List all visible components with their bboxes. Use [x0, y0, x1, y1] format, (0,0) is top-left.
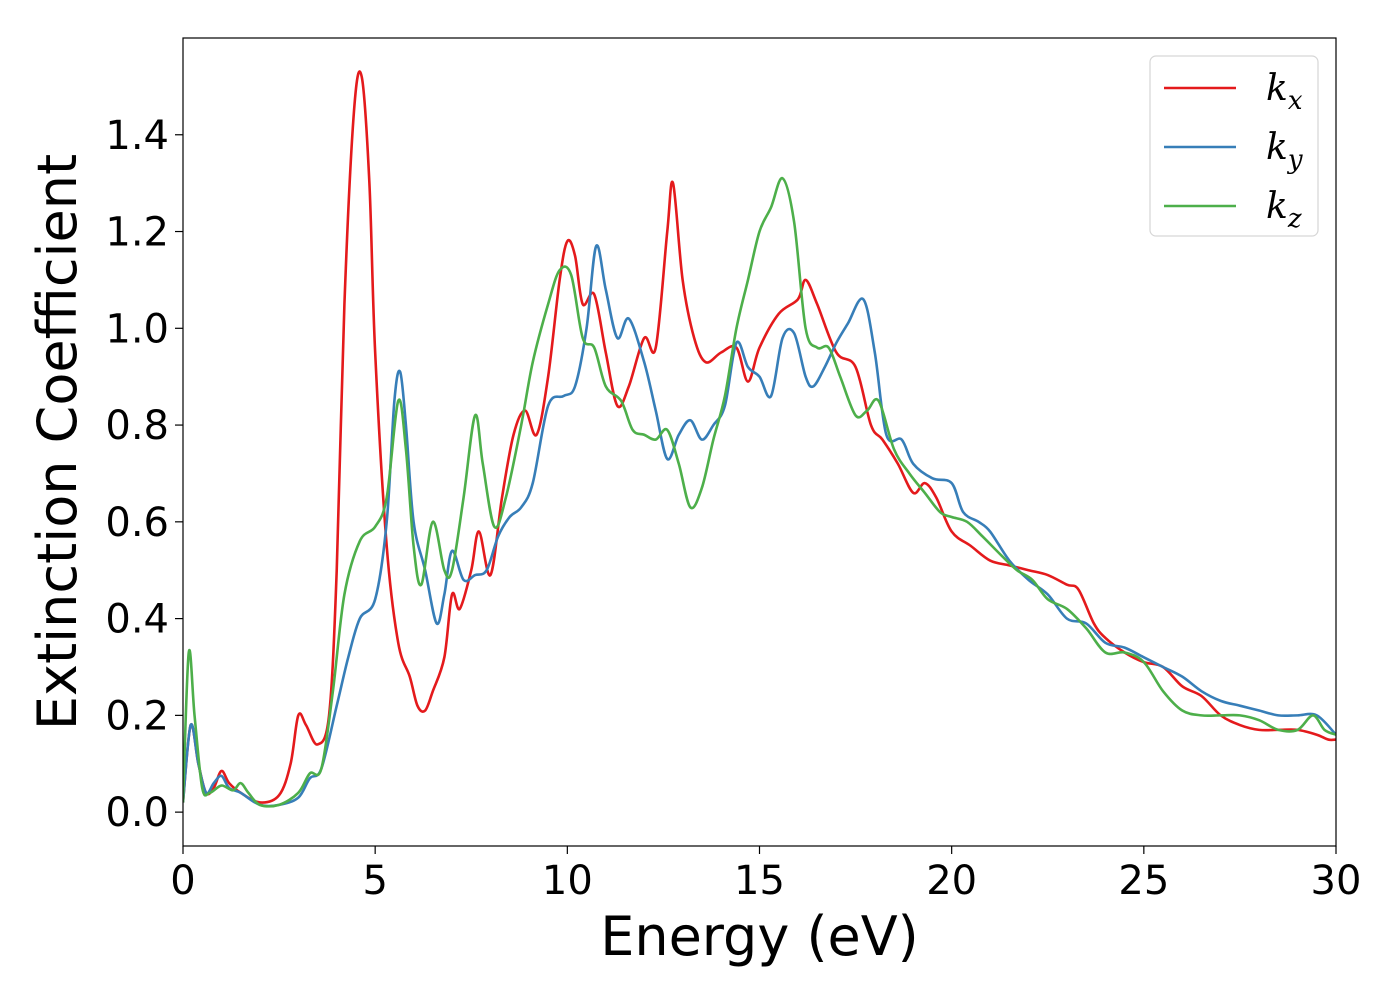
x-tick-label: 25 — [1118, 858, 1169, 904]
series-lines — [183, 70, 1336, 808]
x-tick-label: 15 — [734, 858, 785, 904]
y-tick-label: 0.0 — [105, 790, 169, 836]
legend-label-y: ky — [1266, 127, 1303, 175]
y-tick-label: 0.8 — [105, 403, 169, 449]
y-tick-label: 1.0 — [105, 306, 169, 352]
y-tick-label: 0.6 — [105, 500, 169, 546]
x-tick-label: 10 — [542, 858, 593, 904]
x-tick-label: 30 — [1311, 858, 1362, 904]
x-tick-label: 0 — [170, 858, 195, 904]
y-tick-label: 1.2 — [105, 210, 169, 256]
y-tick-label: 0.2 — [105, 693, 169, 739]
series-line-z — [183, 177, 1336, 808]
legend-label-z: kz — [1266, 186, 1302, 234]
y-tick-label: 0.4 — [105, 597, 169, 643]
axis-ticks: 0 5 10 15 20 25 30 0.0 0.2 0.4 0.6 0.8 1.0 1.2 1.4 — [105, 113, 1361, 904]
legend: kx ky kz — [1149, 55, 1319, 237]
y-axis-title: Extinction Coefficient — [26, 154, 89, 730]
y-tick-label: 1.4 — [105, 113, 169, 159]
series-line-x — [183, 70, 1336, 804]
legend-label-x: kx — [1266, 68, 1303, 116]
x-tick-label: 20 — [926, 858, 977, 904]
x-axis-title: Energy (eV) — [600, 905, 919, 968]
series-line-y — [183, 244, 1336, 808]
x-tick-label: 5 — [362, 858, 387, 904]
